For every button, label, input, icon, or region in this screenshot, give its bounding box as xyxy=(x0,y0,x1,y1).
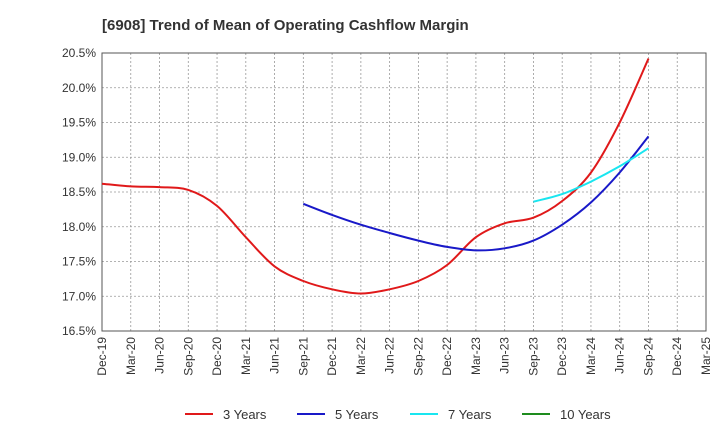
x-tick-label: Jun-22 xyxy=(383,337,397,374)
x-tick-label: Mar-20 xyxy=(124,337,138,375)
legend-item: 7 Years xyxy=(410,407,492,422)
legend-item: 5 Years xyxy=(297,407,379,422)
y-tick-label: 20.0% xyxy=(62,81,96,95)
x-tick-label: Dec-24 xyxy=(670,337,684,376)
x-tick-label: Mar-21 xyxy=(239,337,253,375)
x-tick-label: Dec-20 xyxy=(210,337,224,376)
y-tick-label: 19.5% xyxy=(62,116,96,130)
x-tick-label: Jun-24 xyxy=(613,337,627,374)
x-tick-label: Jun-23 xyxy=(498,337,512,374)
grid xyxy=(102,53,706,331)
x-tick-label: Sep-23 xyxy=(526,337,540,376)
y-tick-label: 17.0% xyxy=(62,289,96,303)
legend-item: 10 Years xyxy=(522,407,611,422)
legend-label: 10 Years xyxy=(560,407,611,422)
series-line-5-years xyxy=(302,135,650,252)
y-tick-label: 20.5% xyxy=(62,46,96,60)
x-tick-label: Jun-20 xyxy=(153,337,167,374)
x-tick-label: Dec-21 xyxy=(325,337,339,376)
x-axis: Dec-19 Mar-20 Jun-20 Sep-20 Dec-20 Mar-21 Jun-… xyxy=(95,337,713,376)
series-lines xyxy=(101,58,650,295)
series-line-3-years xyxy=(101,58,650,295)
x-tick-label: Jun-21 xyxy=(268,337,282,374)
plot-area xyxy=(101,52,707,332)
y-tick-label: 17.5% xyxy=(62,255,96,269)
legend-label: 7 Years xyxy=(448,407,492,422)
legend: 3 Years 5 Years 7 Years 10 Years xyxy=(185,407,611,422)
series-line-7-years xyxy=(533,147,650,203)
y-tick-label: 18.5% xyxy=(62,185,96,199)
x-tick-label: Mar-24 xyxy=(584,337,598,375)
x-tick-label: Mar-25 xyxy=(699,337,713,375)
y-tick-label: 16.5% xyxy=(62,324,96,338)
y-axis: 16.5% 17.0% 17.5% 18.0% 18.5% 19.0% 19.5% 20.0%… xyxy=(62,46,96,338)
x-tick-label: Sep-24 xyxy=(641,337,655,376)
x-tick-label: Sep-22 xyxy=(411,337,425,376)
x-tick-label: Mar-23 xyxy=(469,337,483,375)
x-tick-label: Dec-19 xyxy=(95,337,109,376)
x-tick-label: Sep-21 xyxy=(296,337,310,376)
legend-label: 3 Years xyxy=(223,407,267,422)
y-tick-label: 18.0% xyxy=(62,220,96,234)
x-tick-label: Mar-22 xyxy=(354,337,368,375)
y-tick-label: 19.0% xyxy=(62,150,96,164)
legend-item: 3 Years xyxy=(185,407,267,422)
legend-label: 5 Years xyxy=(335,407,379,422)
x-tick-label: Dec-23 xyxy=(555,337,569,376)
x-tick-label: Dec-22 xyxy=(440,337,454,376)
chart-title: [6908] Trend of Mean of Operating Cashfl… xyxy=(102,17,469,34)
x-tick-label: Sep-20 xyxy=(181,337,195,376)
